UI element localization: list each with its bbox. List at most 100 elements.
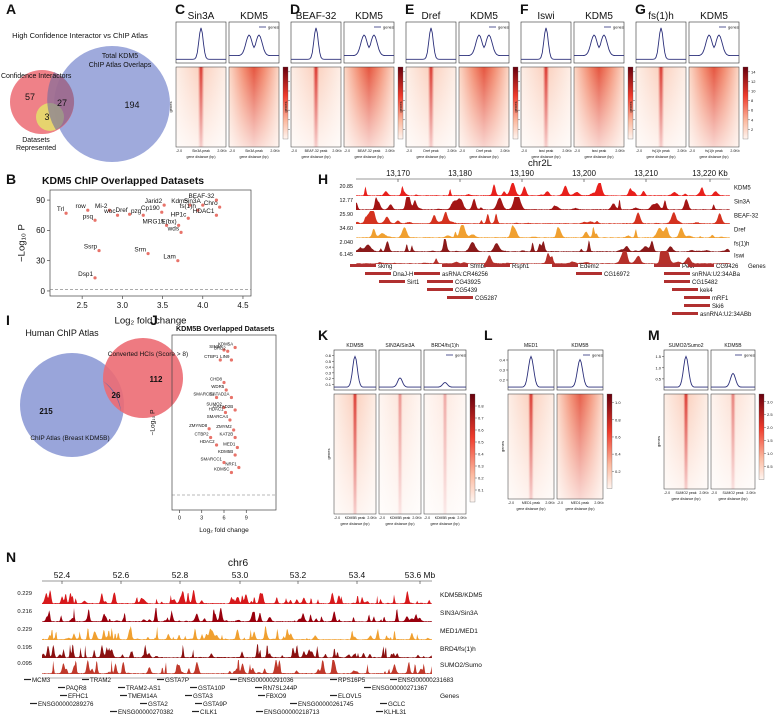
gene-label: Sirt1: [407, 280, 420, 286]
x-tick-label: -2.0: [291, 149, 297, 153]
profile-curve: [344, 34, 394, 57]
point-label: Sin3A: [184, 198, 202, 205]
gene-model: [672, 312, 698, 315]
x-tick-label: 2.0Kb: [594, 501, 603, 505]
colorbar-tick-label: 12: [751, 79, 756, 84]
point-label: Mi-2: [95, 203, 108, 210]
heatmap-frame: [635, 66, 687, 148]
x-axis-label: gene distance (bp): [532, 155, 561, 159]
column-title: Dref: [422, 11, 441, 22]
heatmap-fade: [664, 394, 708, 489]
x-axis-label: gene distance (bp): [302, 155, 331, 159]
profile-curve: [229, 34, 279, 57]
point-label: Jarid2: [145, 198, 163, 205]
x-axis-label: gene distance (bp): [386, 522, 415, 526]
point: [179, 230, 183, 234]
gene-label: Ski6: [712, 304, 724, 310]
legend-label: genes: [592, 353, 603, 358]
point: [97, 248, 101, 253]
profile-curve: [291, 27, 341, 60]
x-tick-label: -2.0: [664, 491, 670, 495]
track-label: SIN3A/Sin3A: [440, 610, 479, 617]
colorbar-tick-label: 0.1: [478, 488, 484, 493]
profile-frame: [290, 21, 342, 64]
panel-letter: H: [318, 171, 328, 187]
chart-title: KDM5 ChIP Overlapped Datasets: [42, 176, 204, 187]
track-label: BRD4/fs(1)h: [440, 646, 476, 653]
gene-label: asRNA:CR46256: [442, 272, 489, 278]
profile-curve: [508, 355, 554, 388]
point-label: SIN3A: [209, 344, 222, 349]
colorbar-tick-label: 1.5: [767, 438, 773, 443]
point: [237, 465, 241, 470]
profile-frame: [378, 349, 422, 391]
colorbar-tick-label: 0.2: [478, 476, 484, 481]
point: [64, 211, 68, 215]
gene-track-label: Genes: [748, 264, 766, 270]
point: [229, 470, 234, 475]
point: [127, 212, 132, 216]
venn-title: High Confidence Interactor vs ChIP Atlas: [12, 31, 148, 40]
gene-label: ENSG00000289276: [38, 701, 94, 708]
y-axis-label: genes: [168, 102, 173, 113]
x-tick-label: 2.0Kb: [447, 149, 456, 153]
profile-curve: [424, 382, 466, 388]
heatmap-frame: [333, 393, 377, 515]
colorbar-tick-label: 10: [751, 89, 756, 94]
x-tick-label: -2.0: [459, 149, 465, 153]
gene-model: [484, 264, 510, 267]
venn-count: 3: [44, 112, 49, 122]
coverage-track: [42, 660, 432, 674]
x-tick-label: SUMO2 peak: [722, 491, 743, 495]
coordinate-label: 52.6: [113, 570, 130, 580]
colorbar-tick-label: 0.5: [767, 464, 773, 469]
venn-count: 57: [25, 92, 35, 102]
colorbar-tick-label: 1.0: [615, 400, 621, 405]
heatmap-frame: [556, 393, 604, 500]
point-label: MRG15: [143, 218, 165, 225]
venn-count: 27: [57, 98, 67, 108]
gene-label: Sfmbt: [470, 264, 486, 270]
heatmap-fade: [176, 67, 226, 147]
panel-letter: E: [405, 1, 414, 17]
point: [235, 445, 239, 450]
y-tick-label: 0.1: [325, 382, 331, 387]
chromosome-title: chr6: [228, 558, 248, 569]
gene-label: skmg: [378, 264, 392, 270]
point-label: ZMYM2: [216, 424, 232, 429]
profile-frame: [458, 21, 510, 64]
heatmap-fade: [557, 394, 603, 499]
venn-count: 112: [150, 375, 163, 384]
gene-label: GSTA9P: [203, 701, 227, 708]
point: [222, 380, 226, 385]
venn-count: 215: [39, 407, 53, 416]
profile-curve: [379, 377, 421, 388]
heatmap-fade: [574, 67, 624, 147]
profile-frame: [663, 349, 709, 391]
point: [233, 408, 237, 412]
coordinate-label: 53.6 Mb: [405, 570, 436, 580]
point: [218, 358, 222, 362]
heatmap-frame: [520, 66, 572, 148]
heatmap-fade: [521, 67, 571, 147]
column-title: KDM5: [700, 11, 728, 22]
x-axis-label: gene distance (bp): [240, 155, 269, 159]
profile-curve: [557, 358, 603, 388]
x-tick-label: 3: [200, 516, 203, 522]
x-tick-label: 2.0Kb: [270, 149, 279, 153]
panel-letter: F: [520, 1, 529, 17]
gene-track-label: Genes: [440, 693, 460, 700]
point: [141, 213, 145, 217]
x-tick-label: 2.0Kb: [677, 149, 686, 153]
colorbar-tick-label: 2.5: [767, 412, 773, 417]
heatmap-frame: [378, 393, 422, 515]
point-label: fs(1)h: [180, 203, 197, 210]
x-axis-label: gene distance (bp): [700, 155, 729, 159]
colorbar-tick-label: 0.3: [478, 464, 484, 469]
gene-label: ENSG00000271367: [372, 685, 428, 692]
chromosome-title: chr2L: [528, 158, 553, 169]
coverage-track: [42, 626, 432, 640]
venn-set-label: Total KDM5: [102, 53, 138, 60]
gene-label: MCM3: [32, 677, 51, 684]
x-tick-label: -2.0: [424, 516, 430, 520]
